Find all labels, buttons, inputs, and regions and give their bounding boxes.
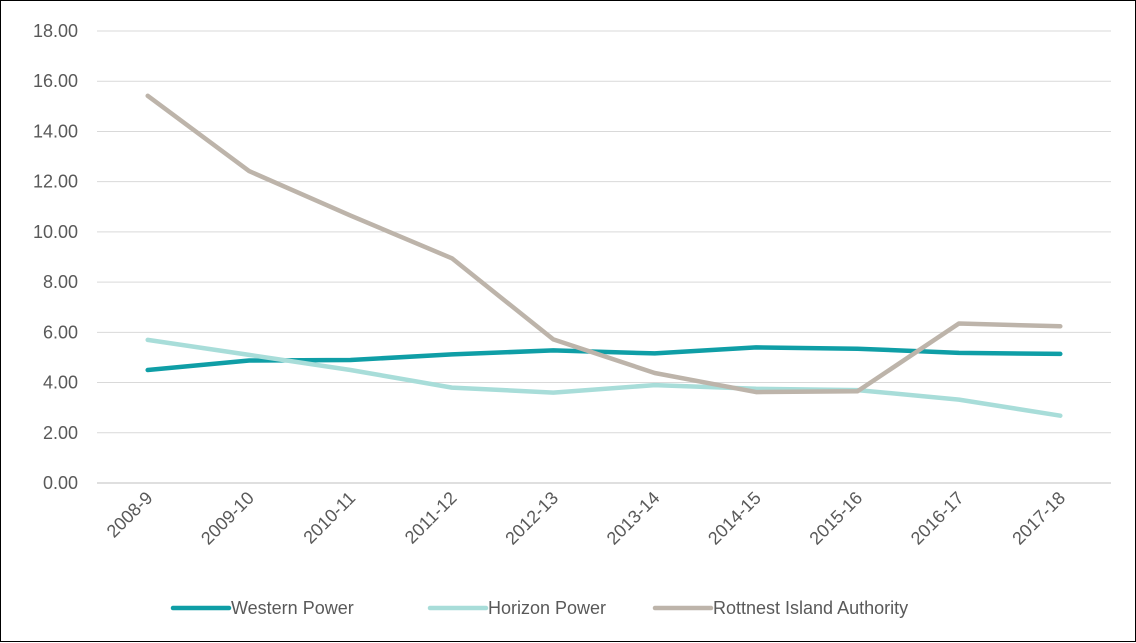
y-tick-label: 0.00 <box>43 473 78 493</box>
x-tick-label: 2009-10 <box>197 488 258 549</box>
x-tick-label: 2015-16 <box>805 488 866 549</box>
x-tick-label: 2014-15 <box>704 488 765 549</box>
y-tick-label: 18.00 <box>33 21 78 41</box>
series-line-horizon-power <box>145 337 1063 418</box>
legend: Western Power Horizon Power Rottnest Islan… <box>170 598 908 618</box>
gridlines <box>97 30 1111 484</box>
x-tick-label: 2016-17 <box>907 488 968 549</box>
x-axis-ticks: 2008-9 2009-10 2010-11 2011-12 2012-13 2013-1… <box>103 488 1069 549</box>
y-tick-label: 14.00 <box>33 121 78 141</box>
x-tick-label: 2010-11 <box>299 488 359 548</box>
series-lines <box>145 93 1063 418</box>
series-line-rottnest-island-authority <box>145 93 1063 395</box>
y-tick-label: 12.00 <box>33 172 78 192</box>
x-tick-label: 2017-18 <box>1008 488 1069 549</box>
y-tick-label: 16.00 <box>33 71 78 91</box>
x-tick-label: 2008-9 <box>103 488 157 542</box>
x-tick-label: 2013-14 <box>603 488 664 549</box>
y-tick-label: 6.00 <box>43 322 78 342</box>
x-tick-label: 2011-12 <box>401 488 461 548</box>
y-tick-label: 10.00 <box>33 222 78 242</box>
y-tick-label: 4.00 <box>43 373 78 393</box>
legend-label-horizon-power: Horizon Power <box>488 598 606 618</box>
legend-label-western-power: Western Power <box>231 598 354 618</box>
x-tick-label: 2012-13 <box>501 488 562 549</box>
legend-label-rottnest-island-authority: Rottnest Island Authority <box>713 598 908 618</box>
y-axis-ticks: 0.00 2.00 4.00 6.00 8.00 10.00 12.00 14.00 16.00… <box>33 21 78 493</box>
y-tick-label: 8.00 <box>43 272 78 292</box>
y-tick-label: 2.00 <box>43 423 78 443</box>
